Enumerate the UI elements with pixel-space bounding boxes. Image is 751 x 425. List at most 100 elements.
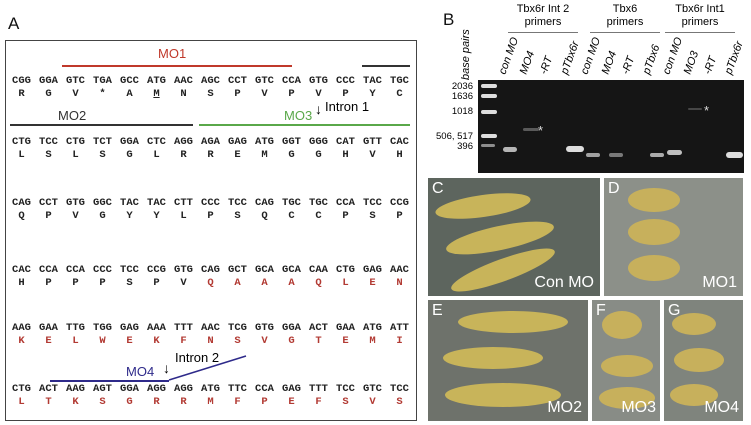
codon: GCA: [255, 264, 274, 276]
codon: TTG: [66, 322, 85, 334]
amino-acid: S: [45, 149, 52, 161]
amino-acid: V: [261, 335, 268, 347]
panel-g-caption: MO4: [704, 399, 739, 416]
lane-label: pTbx6: [640, 43, 662, 76]
ladder-band: [481, 144, 495, 147]
lane-label: MO4: [599, 49, 619, 76]
amino-acid: H: [396, 149, 403, 161]
codon: GAA: [39, 322, 58, 334]
codon: TCG: [228, 322, 247, 334]
codon: TCT: [93, 136, 112, 148]
amino-acid: A: [288, 277, 295, 289]
amino-acid: G: [315, 149, 322, 161]
embryo-illustration: [628, 188, 680, 281]
codon: CCA: [336, 197, 355, 209]
amino-acid: P: [234, 88, 241, 100]
codon: AAC: [174, 75, 193, 87]
codon: TGA: [93, 75, 112, 87]
embryo-photo-f: F MO3: [592, 300, 660, 421]
codon: GAA: [336, 322, 355, 334]
codon: GTG: [309, 75, 328, 87]
ladder-band: [481, 84, 497, 88]
embryo-photo-d: D MO1: [604, 178, 743, 296]
codon: CGG: [12, 75, 31, 87]
primer-group-title: Tbx6: [612, 3, 638, 15]
codon: CAG: [201, 264, 220, 276]
codon: GAG: [363, 264, 382, 276]
codon: GTG: [255, 322, 274, 334]
codon: CCC: [93, 264, 112, 276]
amino-acid: S: [99, 396, 106, 408]
amino-acid: Q: [315, 277, 322, 289]
codon: GTC: [363, 383, 382, 395]
embryo-photo-g: G MO4: [664, 300, 743, 421]
lane-label: MO4: [517, 49, 537, 76]
amino-acid: S: [99, 149, 106, 161]
codon: GCC: [120, 75, 139, 87]
amino-acid: Q: [18, 210, 25, 222]
amino-acid: N: [207, 335, 214, 347]
codon: TCC: [228, 197, 247, 209]
codon: TTC: [228, 383, 247, 395]
codon: TAC: [363, 75, 382, 87]
mo1-line: [62, 65, 292, 67]
codon: GGC: [93, 197, 112, 209]
codon: CAC: [390, 136, 409, 148]
amino-acid: S: [207, 88, 214, 100]
amino-acid: N: [396, 277, 403, 289]
codon: AAG: [66, 383, 85, 395]
asterisk-marker: *: [538, 123, 544, 138]
primer-group-title: Tbx6r Int1: [675, 3, 725, 15]
gel-band: [586, 153, 600, 157]
codon: GGA: [282, 322, 301, 334]
gel-band: [523, 128, 539, 131]
panel-d-label: D: [608, 180, 620, 197]
codon: ATG: [201, 383, 220, 395]
amino-acid: F: [315, 396, 322, 408]
amino-acid: K: [153, 335, 160, 347]
size-marker: 2036: [451, 81, 473, 92]
lane-label: pTbx6r: [558, 39, 582, 76]
mo3-label: MO3: [284, 108, 313, 123]
codon: GTT: [363, 136, 382, 148]
amino-acid: G: [288, 335, 295, 347]
amino-acid: T: [45, 396, 52, 408]
ladder-band: [481, 134, 497, 138]
codon: GTC: [66, 75, 85, 87]
amino-acid: L: [153, 149, 160, 161]
amino-acid: Y: [153, 210, 160, 222]
gel-band: [688, 108, 702, 110]
amino-acid: T: [315, 335, 322, 347]
amino-acid: E: [126, 335, 133, 347]
amino-acid: P: [99, 277, 106, 289]
amino-acid: G: [126, 149, 133, 161]
ladder-band: [481, 94, 497, 98]
group-line: [508, 32, 578, 33]
codon: TAC: [120, 197, 139, 209]
amino-acid: F: [234, 396, 241, 408]
amino-acid: P: [288, 88, 295, 100]
codon: ATT: [390, 322, 409, 334]
primer-group-subtitle: primers: [681, 16, 719, 28]
amino-acid: P: [45, 210, 52, 222]
codon: TCC: [336, 383, 355, 395]
panel-f-label: F: [596, 302, 606, 319]
intron1-label: Intron 1: [325, 99, 370, 114]
gel-band: [726, 152, 743, 158]
amino-acid: M: [207, 396, 214, 408]
codon: CCT: [39, 197, 58, 209]
amino-acid: P: [396, 210, 403, 222]
panel-c-label: C: [432, 180, 444, 197]
codon: GGG: [309, 136, 328, 148]
codon: AAG: [12, 322, 31, 334]
embryo-photo-c: C Con MO: [428, 178, 600, 296]
amino-acid: E: [234, 149, 241, 161]
mo2-line: [10, 124, 193, 126]
panel-e-caption: MO2: [547, 399, 582, 416]
codon: CCG: [390, 197, 409, 209]
amino-acid: L: [342, 277, 349, 289]
lane-label: -RT: [537, 54, 556, 76]
amino-acid: R: [18, 88, 25, 100]
amino-acid: P: [261, 396, 268, 408]
codon: CTC: [147, 136, 166, 148]
